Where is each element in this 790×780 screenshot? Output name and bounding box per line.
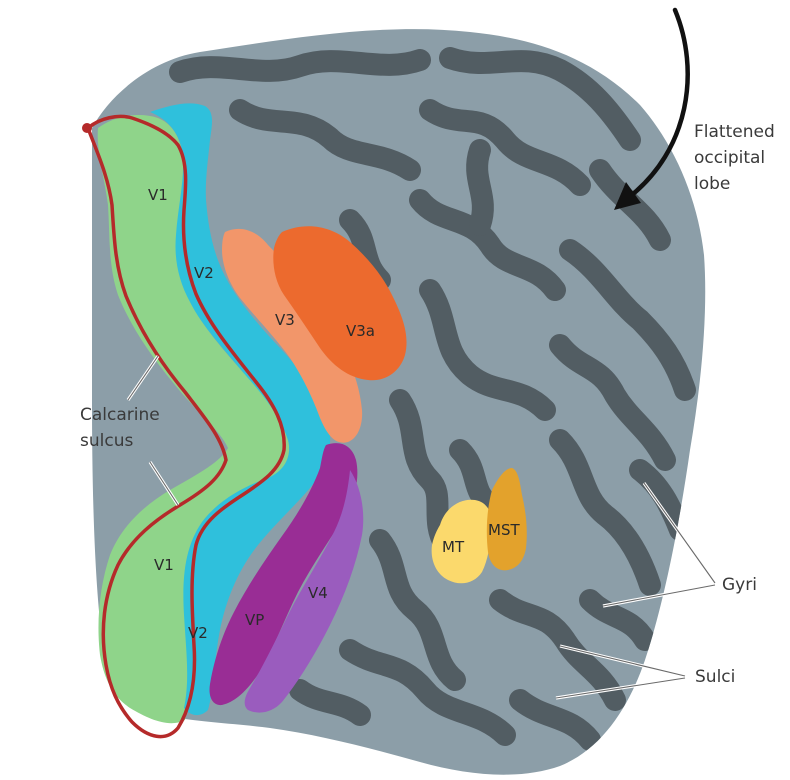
- callout-line-2: occipital: [694, 148, 765, 168]
- leader-lines: [126, 355, 717, 700]
- callout-flattened-occipital-lobe: Flattened occipital lobe: [694, 122, 775, 194]
- area-vp: [209, 443, 358, 706]
- label-vp: VP: [245, 611, 264, 629]
- area-labels: V1 V1 V2 V2 V3 V3a VP V4 MT MST: [148, 186, 520, 642]
- calcarine-leader-lower: [148, 461, 180, 506]
- label-mst: MST: [488, 521, 520, 539]
- calcarine-line-2: sulcus: [80, 431, 133, 451]
- callout-line-3: lobe: [694, 174, 730, 194]
- sulci-leader-upper: [559, 644, 686, 678]
- callout-gyri: Gyri: [722, 575, 757, 595]
- label-v2-upper: V2: [194, 264, 214, 282]
- area-v4: [244, 470, 364, 713]
- area-v3: [222, 228, 363, 443]
- label-v4: V4: [308, 584, 328, 602]
- callout-line-1: Flattened: [694, 122, 775, 142]
- label-v3a: V3a: [346, 322, 375, 340]
- curved-arrow: [614, 7, 690, 210]
- label-v1-lower: V1: [154, 556, 174, 574]
- area-v1: [97, 115, 290, 724]
- sulci-pattern: [169, 47, 696, 751]
- sulci-leader-lower: [555, 676, 686, 700]
- label-v1-upper: V1: [148, 186, 168, 204]
- calcarine-endpoint: [82, 123, 92, 133]
- gyri-leader-upper: [642, 482, 717, 584]
- label-mt: MT: [442, 538, 465, 556]
- calcarine-outline: [85, 114, 286, 739]
- area-mst: [486, 468, 527, 571]
- area-mt: [431, 499, 493, 584]
- calcarine-line-1: Calcarine: [80, 405, 160, 425]
- area-v3a: [273, 226, 407, 381]
- label-v3: V3: [275, 311, 295, 329]
- calcarine-leader-upper: [126, 355, 160, 401]
- label-v2-lower: V2: [188, 624, 208, 642]
- gyri-leader-lower: [602, 583, 716, 608]
- callout-calcarine-sulcus: Calcarine sulcus: [80, 405, 160, 451]
- callout-sulci: Sulci: [695, 667, 735, 687]
